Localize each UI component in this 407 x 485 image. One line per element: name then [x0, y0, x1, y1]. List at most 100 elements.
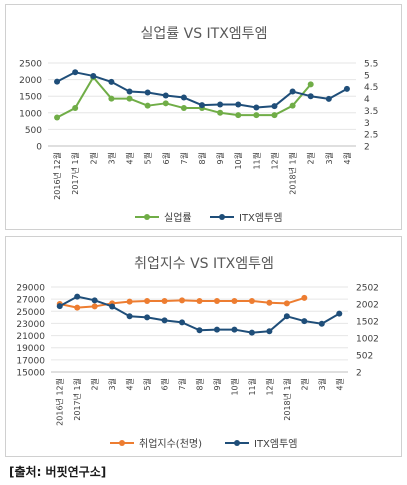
left-axis-tick-label: 19000 — [16, 344, 45, 354]
right-axis-tick-label: 2 — [356, 369, 362, 379]
x-axis-tick-label: 2월 — [90, 378, 100, 390]
x-axis-tick-label: 4월 — [125, 152, 135, 164]
data-point — [325, 95, 332, 102]
x-axis-tick-label: 3월 — [107, 378, 117, 390]
data-point — [343, 85, 350, 92]
data-point — [307, 93, 314, 100]
data-point — [90, 72, 97, 79]
x-axis-tick-label: 2016년 12월 — [55, 378, 65, 426]
x-axis-tick-label: 8월 — [195, 378, 205, 390]
data-point — [126, 95, 133, 102]
data-point — [283, 313, 290, 320]
data-point — [54, 114, 61, 121]
data-point — [253, 104, 260, 111]
x-axis-tick-label: 2월 — [306, 152, 316, 164]
x-axis-tick-label: 2017년 1월 — [72, 378, 82, 421]
data-point — [307, 81, 314, 88]
left-axis-tick-label: 15000 — [16, 369, 45, 379]
data-point — [266, 328, 273, 335]
x-axis-tick-label: 2월 — [88, 152, 98, 164]
x-axis-tick-label: 7월 — [179, 152, 189, 164]
data-point — [248, 297, 255, 304]
data-point — [54, 78, 61, 85]
data-point — [235, 112, 242, 119]
data-point — [91, 303, 98, 310]
right-axis-tick-label: 2.5 — [364, 131, 378, 141]
legend-marker — [219, 214, 225, 220]
x-axis-tick-label: 11월 — [251, 152, 261, 170]
right-axis-tick-label: 3 — [364, 119, 370, 129]
data-point — [301, 318, 308, 325]
data-point — [109, 303, 116, 310]
x-axis-tick-label: 5월 — [142, 378, 152, 390]
data-point — [126, 313, 133, 320]
source-note: [출처: 버핏연구소] — [9, 465, 107, 479]
chart-employment-vs-itx: 취업지수 VS ITX엠투엠 15000 17000 19000 21000 23000 2… — [16, 256, 379, 450]
data-point — [213, 326, 220, 333]
legend-label: ITX엠투엠 — [239, 212, 283, 224]
data-point — [180, 105, 187, 112]
data-point — [231, 326, 238, 333]
x-axis-tick-label: 6월 — [161, 152, 171, 164]
x-axis-tick-label: 2017년 1월 — [70, 152, 80, 195]
data-point — [162, 100, 169, 107]
left-axis-tick-label: 1000 — [19, 109, 42, 119]
right-axis-tick-label: 1002 — [356, 335, 379, 345]
chart-panel-unemployment: 실업률 VS ITX엠투엠 0 500 1000 1500 2000 2500 2 2.5 3 3.… — [5, 4, 402, 230]
left-axis-tick-label: 1500 — [19, 93, 42, 103]
data-point — [108, 95, 115, 102]
data-point — [289, 88, 296, 95]
right-axis-tick-label: 5 — [364, 71, 370, 81]
data-point — [253, 112, 260, 119]
data-point — [196, 327, 203, 334]
legend-marker — [234, 440, 240, 446]
data-point — [213, 297, 220, 304]
right-axis-tick-label: 2 — [364, 143, 370, 153]
left-axis-tick-label: 0 — [36, 143, 42, 153]
right-axis-tick-label: 502 — [356, 352, 373, 362]
data-point — [289, 102, 296, 109]
right-axis-tick-label: 1502 — [356, 318, 379, 328]
chart-unemployment-vs-itx: 실업률 VS ITX엠투엠 0 500 1000 1500 2000 2500 2 2.5 3 3.… — [19, 26, 378, 224]
right-axis-tick-label: 3.5 — [364, 107, 378, 117]
x-axis-tick-label: 2018년 1월 — [288, 152, 298, 195]
data-point — [199, 102, 205, 109]
x-axis-tick-label: 9월 — [212, 378, 222, 390]
data-point — [161, 317, 168, 324]
data-point — [126, 298, 133, 305]
left-axis-tick-label: 2500 — [19, 60, 42, 70]
data-point — [144, 89, 151, 96]
left-axis-tick-label: 2000 — [19, 76, 42, 86]
data-point — [161, 297, 168, 304]
data-point — [74, 293, 81, 300]
data-point — [248, 329, 255, 336]
data-point — [336, 310, 343, 317]
data-point — [144, 102, 151, 109]
data-point — [283, 300, 290, 307]
x-axis-tick-label: 4월 — [125, 378, 135, 390]
x-axis-tick-label: 11월 — [247, 378, 257, 396]
right-axis-tick-label: 2502 — [356, 284, 379, 294]
legend-label: ITX엠투엠 — [254, 438, 298, 450]
data-point — [266, 299, 273, 306]
data-point — [74, 304, 81, 311]
data-point — [318, 320, 325, 327]
x-axis-tick-label: 4월 — [334, 378, 344, 390]
x-axis-tick-label: 3월 — [317, 378, 327, 390]
x-axis-tick-label: 10월 — [233, 152, 243, 170]
x-axis-tick-label: 4월 — [342, 152, 352, 164]
data-point — [162, 92, 169, 99]
left-axis-tick-label: 25000 — [16, 308, 45, 318]
data-point — [56, 303, 63, 310]
x-axis-tick-label: 3월 — [106, 152, 116, 164]
x-axis-tick-label: 5월 — [143, 152, 153, 164]
right-axis-tick-label: 2002 — [356, 301, 379, 311]
chart-panel-employment: 취업지수 VS ITX엠투엠 15000 17000 19000 21000 23000 2… — [5, 236, 402, 457]
data-point — [271, 112, 278, 119]
right-axis-tick-label: 5.5 — [364, 60, 378, 70]
data-point — [108, 78, 115, 85]
legend-marker — [119, 440, 125, 446]
left-axis-tick-label: 500 — [25, 126, 42, 136]
data-point — [301, 294, 308, 301]
left-axis-tick-label: 21000 — [16, 332, 45, 342]
